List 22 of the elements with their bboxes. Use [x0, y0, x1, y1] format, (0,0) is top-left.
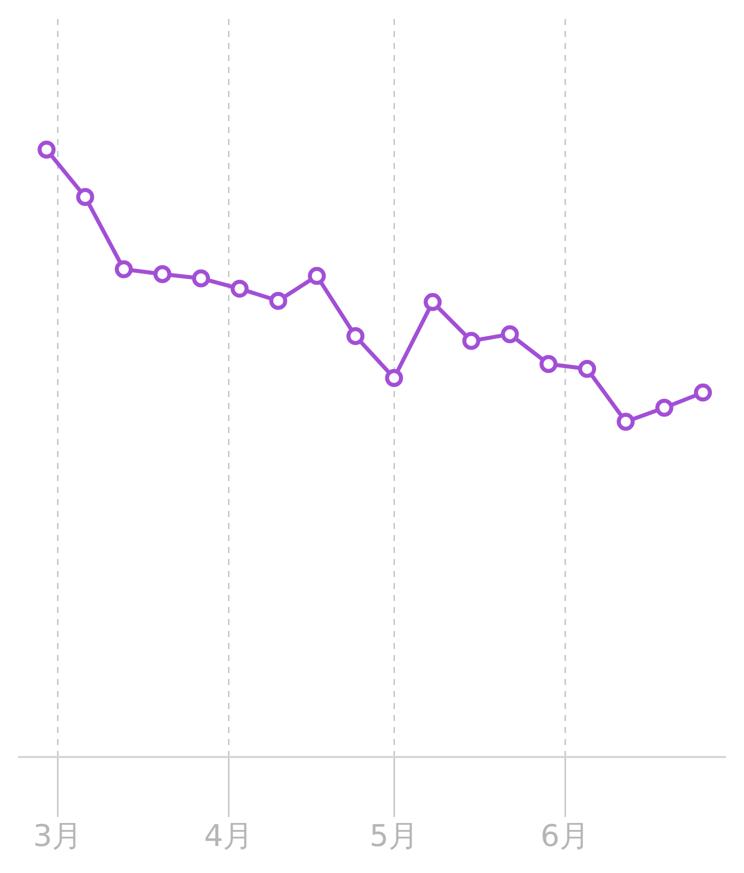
point: [38, 140, 56, 159]
point: [424, 293, 442, 312]
point: [346, 327, 364, 346]
point: [76, 188, 94, 206]
point: [153, 265, 172, 284]
point: [655, 398, 674, 417]
point: [230, 280, 249, 298]
point: [114, 260, 133, 278]
x-tick-label: 6月: [540, 818, 590, 854]
point: [694, 384, 712, 402]
x-tick-label: 5月: [370, 818, 419, 854]
point: [616, 412, 635, 431]
point: [308, 266, 326, 285]
point: [192, 269, 210, 288]
point: [540, 355, 558, 374]
x-tick-label: 4月: [204, 818, 254, 854]
x-tick-label: 3月: [33, 818, 82, 854]
point: [500, 325, 519, 344]
point: [462, 332, 480, 350]
point: [385, 368, 404, 387]
point: [269, 292, 288, 310]
point: [578, 360, 596, 378]
